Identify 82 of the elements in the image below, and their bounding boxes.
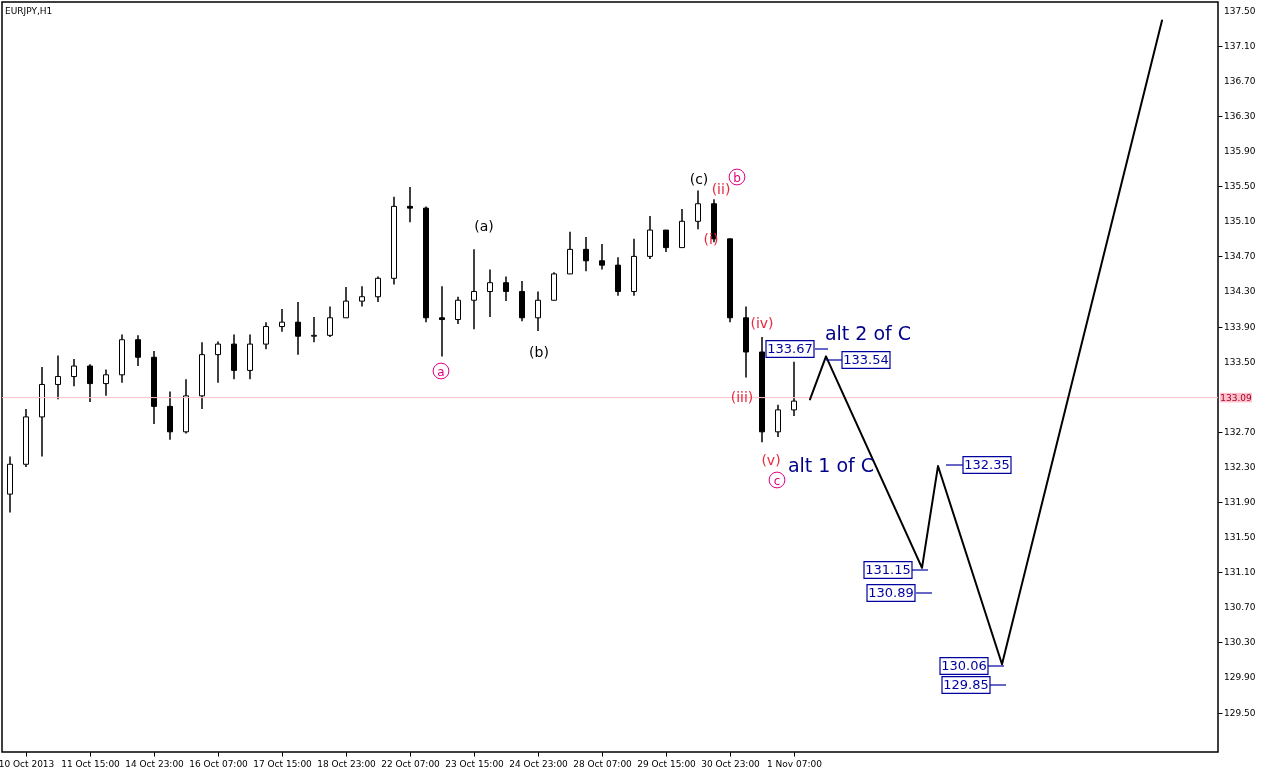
y-tick-label: 130.70 — [1224, 602, 1256, 613]
candlestick — [407, 186, 413, 223]
x-tick-label: 22 Oct 07:00 — [381, 758, 441, 769]
annotation: 131.15 — [865, 562, 911, 577]
candlestick — [311, 316, 317, 344]
y-tick-label: 134.70 — [1224, 251, 1256, 262]
annotation: alt 2 of C — [824, 322, 912, 344]
annotation: b — [733, 171, 741, 185]
annotation: 133.54 — [843, 352, 889, 367]
annotation: (ii) — [711, 181, 731, 197]
annotation: (iii) — [730, 389, 754, 405]
y-tick-label: 130.30 — [1224, 637, 1256, 648]
x-tick-label: 11 Oct 15:00 — [61, 758, 121, 769]
candlestick — [535, 290, 541, 332]
candlestick — [55, 354, 61, 401]
x-tick-label: 18 Oct 23:00 — [317, 758, 377, 769]
candlestick — [503, 275, 509, 302]
x-tick-label: 14 Oct 23:00 — [125, 758, 185, 769]
x-tick-label: 24 Oct 23:00 — [509, 758, 569, 769]
x-tick-label: 16 Oct 07:00 — [189, 758, 249, 769]
x-tick-label: 29 Oct 15:00 — [637, 758, 697, 769]
y-tick-label: 136.70 — [1224, 75, 1256, 86]
annotation: 130.06 — [941, 658, 987, 673]
y-tick-label: 131.10 — [1224, 567, 1256, 578]
y-tick-label: 137.50 — [1224, 5, 1256, 16]
annotation: (iv) — [750, 315, 774, 331]
y-tick-label: 132.70 — [1224, 426, 1256, 437]
candlestick — [295, 301, 301, 356]
candlestick — [327, 305, 333, 338]
text: EURJPY,H1 — [5, 6, 53, 16]
candlestick — [263, 321, 269, 351]
y-tick-label: 131.50 — [1224, 532, 1256, 543]
x-tick-label: 23 Oct 15:00 — [445, 758, 505, 769]
annotation: (i) — [703, 231, 719, 247]
annotation: alt 1 of C — [787, 454, 875, 476]
candlestick — [215, 340, 221, 384]
y-tick-label: 135.10 — [1224, 216, 1256, 227]
y-tick-label: 135.90 — [1224, 146, 1256, 157]
y-tick-label: 129.90 — [1224, 672, 1256, 683]
y-tick-label: 131.90 — [1224, 497, 1256, 507]
candlestick — [791, 360, 797, 417]
candlestick — [663, 229, 669, 253]
annotation: (b) — [529, 344, 549, 360]
ref-line-label: 133.09 — [1220, 392, 1253, 403]
y-tick-label: 133.50 — [1224, 356, 1256, 367]
candlestick — [695, 189, 701, 230]
candlestick — [775, 403, 781, 438]
candlestick — [439, 285, 445, 358]
x-tick-label: 10 Oct 2013 — [0, 758, 55, 769]
candlestick — [359, 285, 365, 308]
annotation: a — [437, 365, 445, 379]
annotation: 132.35 — [964, 457, 1010, 472]
annotation: 133.67 — [767, 341, 813, 356]
y-tick-label: 137.10 — [1224, 40, 1256, 51]
annotation: 130.89 — [868, 585, 914, 600]
y-tick-label: 129.50 — [1224, 707, 1256, 718]
x-tick-label: 30 Oct 23:00 — [701, 758, 761, 769]
candlestick — [87, 363, 93, 403]
candlestick — [599, 243, 605, 271]
candlestick — [71, 358, 77, 387]
candlestick — [455, 295, 461, 325]
y-tick-label: 133.90 — [1224, 321, 1256, 332]
annotation: (a) — [474, 218, 494, 234]
y-tick-label: 135.50 — [1224, 181, 1256, 192]
annotation: (v) — [761, 452, 781, 468]
x-tick-label: 17 Oct 15:00 — [253, 758, 313, 769]
candlestick — [279, 308, 285, 333]
candlestick — [135, 334, 141, 367]
y-tick-label: 132.30 — [1224, 461, 1256, 472]
candlestick — [471, 248, 477, 330]
y-tick-label: 136.30 — [1224, 111, 1256, 122]
annotation: (c) — [689, 171, 709, 187]
annotation: c — [773, 474, 781, 488]
y-tick-label: 134.30 — [1224, 286, 1256, 297]
candlestick — [583, 236, 589, 273]
annotation: 129.85 — [943, 677, 989, 692]
candlestick — [487, 268, 493, 318]
candlestick — [343, 286, 349, 319]
x-tick-label: 28 Oct 07:00 — [573, 758, 633, 769]
x-tick-label: 1 Nov 07:00 — [767, 758, 823, 769]
candlestick — [103, 368, 109, 397]
candlestick — [375, 275, 381, 303]
